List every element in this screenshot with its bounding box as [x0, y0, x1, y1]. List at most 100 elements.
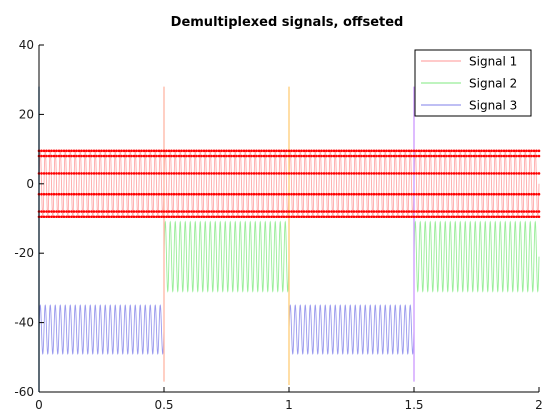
sample-marker: [347, 192, 351, 196]
sample-marker: [40, 215, 43, 219]
sample-marker: [95, 149, 98, 153]
sample-marker: [180, 215, 183, 219]
sample-marker: [442, 192, 446, 196]
sample-marker: [457, 172, 461, 175]
sample-marker: [362, 192, 366, 196]
sample-marker: [310, 215, 313, 219]
sample-marker: [317, 210, 321, 213]
sample-marker: [400, 192, 403, 196]
sample-marker: [502, 172, 506, 175]
sample-marker: [132, 192, 136, 196]
sample-marker: [285, 215, 288, 219]
sample-marker: [127, 154, 131, 158]
sample-marker: [182, 210, 186, 213]
sample-marker: [442, 172, 446, 175]
sample-marker: [147, 192, 151, 196]
sample-marker: [90, 154, 93, 158]
sample-marker: [220, 210, 223, 213]
sample-marker: [222, 149, 226, 153]
sample-marker: [165, 154, 168, 158]
sample-marker: [125, 149, 128, 153]
sample-marker: [460, 192, 463, 196]
sample-marker: [345, 172, 348, 175]
sample-marker: [405, 215, 408, 219]
sample-marker: [390, 215, 393, 219]
sample-marker: [40, 172, 43, 175]
sample-marker: [242, 215, 246, 219]
sample-marker: [192, 210, 196, 213]
sample-marker: [210, 154, 213, 158]
sample-marker: [207, 172, 211, 175]
sample-marker: [535, 210, 538, 213]
sample-marker: [395, 192, 398, 196]
sample-marker: [462, 172, 466, 175]
sample-marker: [437, 149, 441, 153]
sample-marker: [175, 210, 178, 213]
sample-marker: [420, 192, 423, 196]
sample-marker: [140, 192, 143, 196]
sample-marker: [147, 154, 151, 158]
sample-marker: [395, 154, 398, 158]
sample-marker: [532, 210, 536, 213]
sample-marker: [72, 154, 76, 158]
sample-marker: [452, 210, 456, 213]
sample-marker: [295, 172, 298, 175]
sample-marker: [472, 154, 476, 158]
sample-marker: [292, 154, 296, 158]
sample-marker: [190, 192, 193, 196]
sample-marker: [112, 210, 116, 213]
sample-marker: [302, 149, 306, 153]
sample-marker: [202, 215, 206, 219]
sample-marker: [365, 149, 368, 153]
sample-marker: [230, 215, 233, 219]
sample-marker: [357, 149, 361, 153]
sample-marker: [512, 210, 516, 213]
sample-marker: [62, 149, 66, 153]
sample-marker: [40, 149, 43, 153]
sample-marker: [462, 210, 466, 213]
sample-marker: [437, 215, 441, 219]
sample-marker: [107, 172, 111, 175]
sample-marker: [427, 149, 431, 153]
sample-marker: [82, 192, 86, 196]
sample-marker: [462, 154, 466, 158]
sample-marker: [47, 172, 51, 175]
sample-marker: [155, 149, 158, 153]
sample-marker: [377, 149, 381, 153]
sample-marker: [245, 154, 248, 158]
sample-marker: [115, 149, 118, 153]
sample-marker: [250, 210, 253, 213]
sample-marker: [385, 154, 388, 158]
sample-marker: [520, 210, 523, 213]
sample-marker: [440, 210, 443, 213]
sample-marker: [232, 154, 236, 158]
sample-marker: [147, 172, 151, 175]
sample-marker: [487, 210, 491, 213]
sample-marker: [490, 215, 493, 219]
sample-marker: [185, 215, 188, 219]
sample-marker: [297, 149, 301, 153]
sample-marker: [70, 172, 73, 175]
sample-marker: [262, 172, 266, 175]
sample-marker: [270, 210, 273, 213]
sample-marker: [162, 154, 166, 158]
sample-marker: [75, 210, 78, 213]
sample-marker: [247, 149, 251, 153]
sample-marker: [460, 149, 463, 153]
sample-marker: [120, 149, 123, 153]
sample-marker: [307, 154, 311, 158]
sample-marker: [202, 154, 206, 158]
sample-marker: [167, 149, 171, 153]
sample-marker: [185, 210, 188, 213]
sample-marker: [262, 154, 266, 158]
sample-marker: [282, 215, 286, 219]
sample-marker: [142, 154, 146, 158]
series-line-signal-3-segment-1: [38, 304, 165, 355]
sample-marker: [490, 154, 493, 158]
sample-marker: [510, 172, 513, 175]
sample-marker: [507, 149, 511, 153]
sample-marker: [367, 215, 371, 219]
sample-marker: [115, 172, 118, 175]
sample-marker: [325, 172, 328, 175]
sample-marker: [320, 210, 323, 213]
